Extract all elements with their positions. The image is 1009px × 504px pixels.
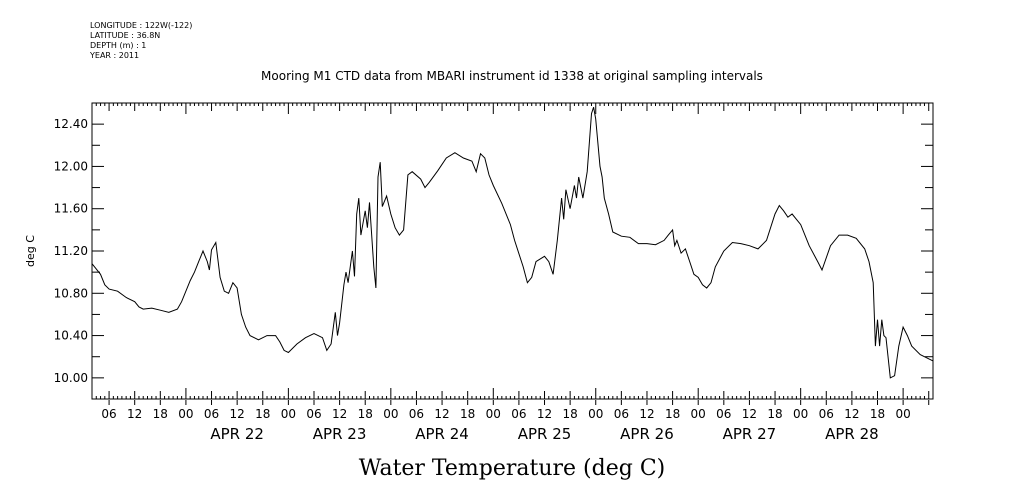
series-layer [91, 107, 934, 379]
x-hour-label: 06 [511, 407, 526, 421]
x-hour-label: 12 [230, 407, 245, 421]
x-hour-label: 12 [844, 407, 859, 421]
x-hour-label: 00 [486, 407, 501, 421]
y-tick-label: 10.80 [54, 286, 88, 300]
x-hour-label: 00 [793, 407, 808, 421]
x-day-label: APR 27 [723, 425, 777, 443]
x-day-label: APR 22 [210, 425, 264, 443]
x-hour-label: 00 [281, 407, 296, 421]
x-hour-label: 12 [332, 407, 347, 421]
y-tick-label: 10.40 [54, 329, 88, 343]
x-hour-label: 18 [562, 407, 577, 421]
x-hour-label: 06 [614, 407, 629, 421]
y-tick-label: 10.00 [54, 371, 88, 385]
y-tick-label: 12.00 [54, 159, 88, 173]
x-hour-label: 12 [127, 407, 142, 421]
x-hour-label: 06 [819, 407, 834, 421]
x-day-label: APR 26 [620, 425, 674, 443]
x-hour-label: 06 [101, 407, 116, 421]
chart-title: Mooring M1 CTD data from MBARI instrumen… [261, 69, 763, 83]
plot-frame [91, 102, 934, 400]
y-axis-label: deg C [24, 235, 37, 267]
x-hour-label: 00 [691, 407, 706, 421]
temperature-series-line [91, 107, 934, 379]
x-axis: 06 12 18 00 06 12 18 00 06 12 18 00 06 12 18 00 06 12 18 00… [91, 103, 934, 443]
x-hour-label: 12 [742, 407, 757, 421]
x-hour-label: 18 [255, 407, 270, 421]
y-tick-label: 11.20 [54, 244, 88, 258]
x-hour-label: 18 [358, 407, 373, 421]
x-hour-label: 06 [204, 407, 219, 421]
x-hour-label: 18 [153, 407, 168, 421]
year-label: YEAR : 2011 [89, 51, 139, 60]
x-hour-label: 00 [178, 407, 193, 421]
x-hour-label: 06 [306, 407, 321, 421]
x-axis-title: Water Temperature (deg C) [359, 456, 666, 481]
latitude-label: LATITUDE : 36.8N [90, 31, 160, 40]
y-tick-label: 11.60 [54, 202, 88, 216]
x-hour-label: 18 [460, 407, 475, 421]
x-hour-label: 06 [409, 407, 424, 421]
x-hour-label: 00 [588, 407, 603, 421]
y-tick-label: 12.40 [54, 117, 88, 131]
x-hour-label: 12 [434, 407, 449, 421]
x-hour-label: 12 [639, 407, 654, 421]
x-hour-label: 18 [665, 407, 680, 421]
x-day-label: APR 28 [825, 425, 879, 443]
x-day-label: APR 24 [415, 425, 469, 443]
x-hour-label: 00 [895, 407, 910, 421]
depth-label: DEPTH (m) : 1 [90, 41, 146, 50]
x-hour-label: 06 [716, 407, 731, 421]
x-day-label: APR 23 [313, 425, 367, 443]
longitude-label: LONGITUDE : 122W(-122) [90, 21, 192, 30]
x-hour-label: 00 [383, 407, 398, 421]
x-hour-label: 18 [870, 407, 885, 421]
x-hour-label: 12 [537, 407, 552, 421]
y-axis: 10.00 10.40 10.80 11.20 11.60 12.00 12.40 [54, 102, 933, 385]
x-day-label: APR 25 [518, 425, 572, 443]
x-hour-label: 18 [767, 407, 782, 421]
